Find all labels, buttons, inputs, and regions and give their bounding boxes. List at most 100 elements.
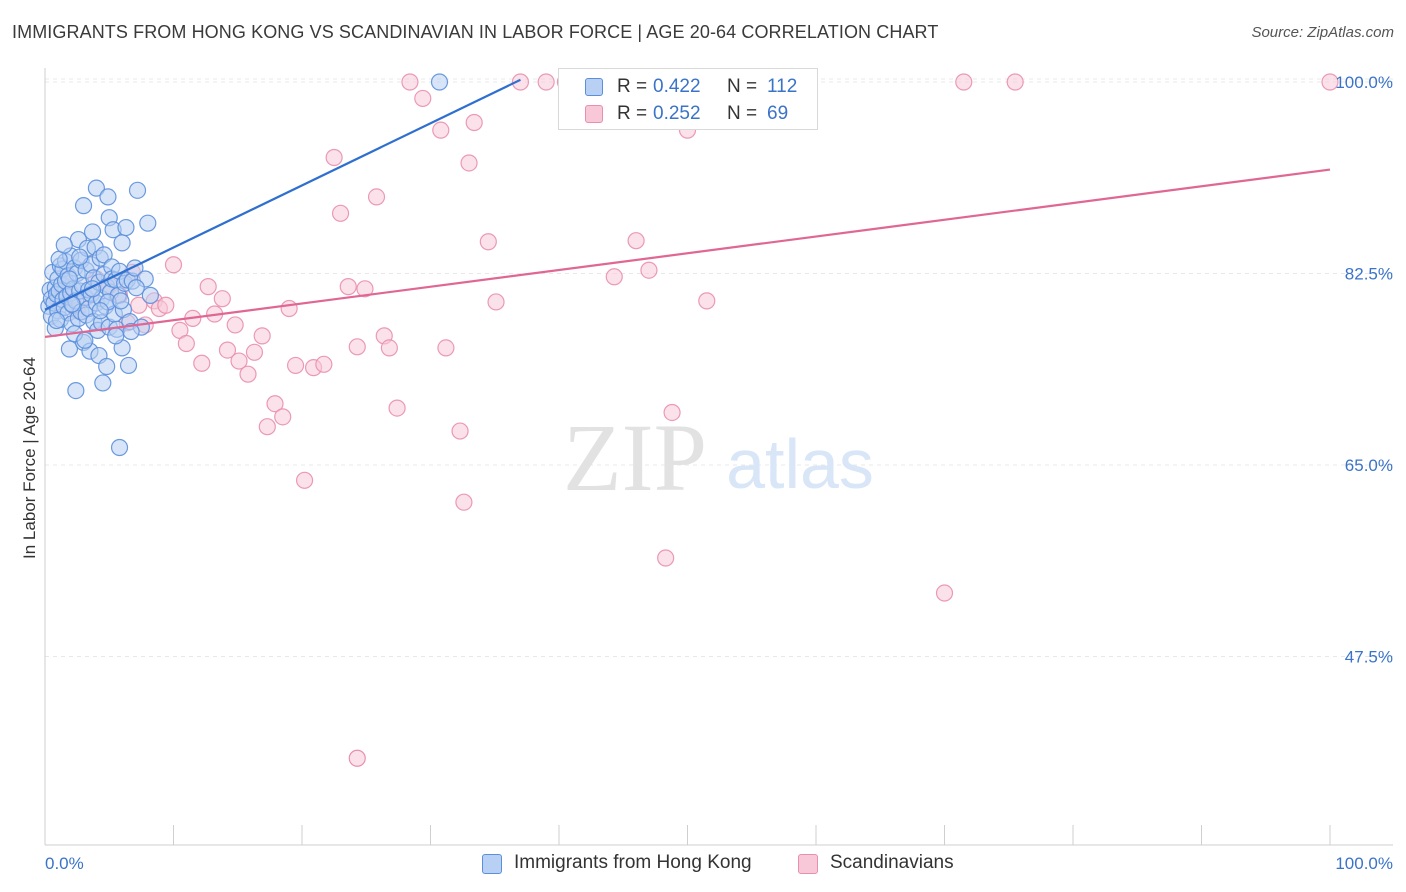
data-point-scandinavians xyxy=(437,339,455,357)
data-point-scandinavians xyxy=(432,121,450,139)
data-point-hong-kong xyxy=(99,188,117,206)
data-point-hong-kong xyxy=(127,279,145,297)
x-tick-label-min: 0.0% xyxy=(45,854,84,873)
data-point-scandinavians xyxy=(698,292,716,310)
data-point-scandinavians xyxy=(367,188,386,206)
data-point-scandinavians xyxy=(460,154,478,172)
data-point-scandinavians xyxy=(245,343,264,361)
data-point-scandinavians xyxy=(356,280,374,298)
r-label: R = xyxy=(617,103,648,124)
legend-swatch-blue xyxy=(482,854,502,874)
data-point-scandinavians xyxy=(213,290,231,308)
data-point-scandinavians xyxy=(280,299,298,318)
chart-title: IMMIGRANTS FROM HONG KONG VS SCANDINAVIA… xyxy=(12,22,939,42)
legend-swatch-blue xyxy=(585,78,603,96)
data-point-scandinavians xyxy=(605,268,623,286)
data-point-hong-kong xyxy=(60,340,79,358)
data-point-scandinavians xyxy=(266,395,284,413)
data-point-hong-kong xyxy=(430,73,449,91)
data-point-scandinavians xyxy=(640,261,658,279)
r-label: R = xyxy=(617,76,648,97)
data-point-hong-kong xyxy=(74,197,93,215)
trend-line-hong-kong xyxy=(44,78,521,311)
data-point-hong-kong xyxy=(87,179,106,197)
watermark-atlas: atlas xyxy=(726,425,874,503)
trend-lines xyxy=(44,78,1331,339)
data-point-scandinavians xyxy=(218,341,237,359)
data-point-scandinavians xyxy=(465,113,483,132)
data-point-scandinavians xyxy=(325,148,343,167)
data-point-hong-kong xyxy=(98,357,116,376)
data-point-scandinavians xyxy=(1321,73,1339,91)
legend-swatch-pink xyxy=(585,105,603,123)
data-point-scandinavians xyxy=(627,232,645,250)
data-point-scandinavians xyxy=(511,73,530,91)
data-point-scandinavians xyxy=(657,549,675,567)
data-point-scandinavians xyxy=(193,354,211,372)
data-point-scandinavians xyxy=(177,334,195,353)
data-point-scandinavians xyxy=(199,278,217,296)
data-point-hong-kong xyxy=(95,246,113,264)
watermark: ZIP atlas xyxy=(563,404,874,511)
data-point-hong-kong xyxy=(122,322,140,341)
y-tick-label: 82.5% xyxy=(1345,265,1393,284)
data-point-scandinavians xyxy=(388,399,406,417)
data-point-scandinavians xyxy=(663,403,681,422)
data-point-hong-kong xyxy=(110,438,129,457)
trend-line-scandinavians xyxy=(44,168,1331,339)
data-point-scandinavians xyxy=(451,422,469,440)
legend-row-scandinavians: R = 0.252 N = 69 xyxy=(559,101,817,127)
data-point-scandinavians xyxy=(935,584,954,602)
data-point-scandinavians xyxy=(339,278,357,296)
data-point-hong-kong xyxy=(91,302,109,320)
data-point-scandinavians xyxy=(253,327,271,345)
data-point-scandinavians xyxy=(130,296,148,314)
data-point-scandinavians xyxy=(537,73,555,91)
data-point-scandinavians xyxy=(479,233,497,251)
watermark-zip: ZIP xyxy=(563,404,707,511)
data-point-hong-kong xyxy=(67,381,85,400)
data-point-scandinavians xyxy=(286,356,305,375)
n-label: N = xyxy=(727,103,758,124)
legend-swatch-pink xyxy=(798,854,818,874)
correlation-legend: R = 0.422 N = 112 R = 0.252 N = 69 xyxy=(558,68,818,130)
legend-label: Scandinavians xyxy=(830,852,954,873)
legend-label: Immigrants from Hong Kong xyxy=(514,852,752,873)
tick-labels: 47.5% 65.0% 82.5% 100.0% 0.0% 100.0% xyxy=(45,73,1393,873)
data-point-scandinavians xyxy=(315,355,333,373)
data-point-scandinavians xyxy=(348,749,366,767)
data-point-scandinavians xyxy=(1006,73,1024,91)
n-value: 69 xyxy=(767,103,789,124)
data-point-scandinavians xyxy=(258,418,276,436)
data-point-hong-kong xyxy=(107,327,125,345)
axes xyxy=(44,68,1393,846)
data-point-hong-kong xyxy=(113,234,131,252)
y-tick-label: 65.0% xyxy=(1345,456,1393,475)
n-label: N = xyxy=(727,76,758,97)
data-point-hong-kong xyxy=(83,223,102,241)
data-point-scandinavians xyxy=(226,316,244,334)
y-tick-label: 47.5% xyxy=(1345,648,1393,667)
data-point-hong-kong xyxy=(71,248,89,266)
data-point-scandinavians xyxy=(230,352,248,370)
data-point-scandinavians xyxy=(955,73,973,91)
data-point-scandinavians xyxy=(239,365,257,383)
data-point-scandinavians xyxy=(331,204,350,222)
data-point-scandinavians xyxy=(274,408,292,426)
data-point-hong-kong xyxy=(128,181,147,199)
legend-row-hong-kong: R = 0.422 N = 112 xyxy=(559,74,817,100)
data-point-scandinavians xyxy=(157,296,175,314)
y-tick-label: 100.0% xyxy=(1335,73,1393,92)
source-note: Source: ZipAtlas.com xyxy=(1251,24,1394,41)
r-value: 0.252 xyxy=(653,103,701,124)
data-point-scandinavians xyxy=(348,338,366,356)
n-value: 112 xyxy=(767,76,798,97)
data-point-hong-kong xyxy=(119,356,138,375)
data-point-scandinavians xyxy=(401,73,419,91)
data-point-scandinavians xyxy=(487,293,505,311)
x-tick-label-max: 100.0% xyxy=(1335,854,1393,873)
data-point-scandinavians xyxy=(164,256,183,274)
data-point-scandinavians xyxy=(455,493,473,511)
data-point-hong-kong xyxy=(139,214,157,232)
